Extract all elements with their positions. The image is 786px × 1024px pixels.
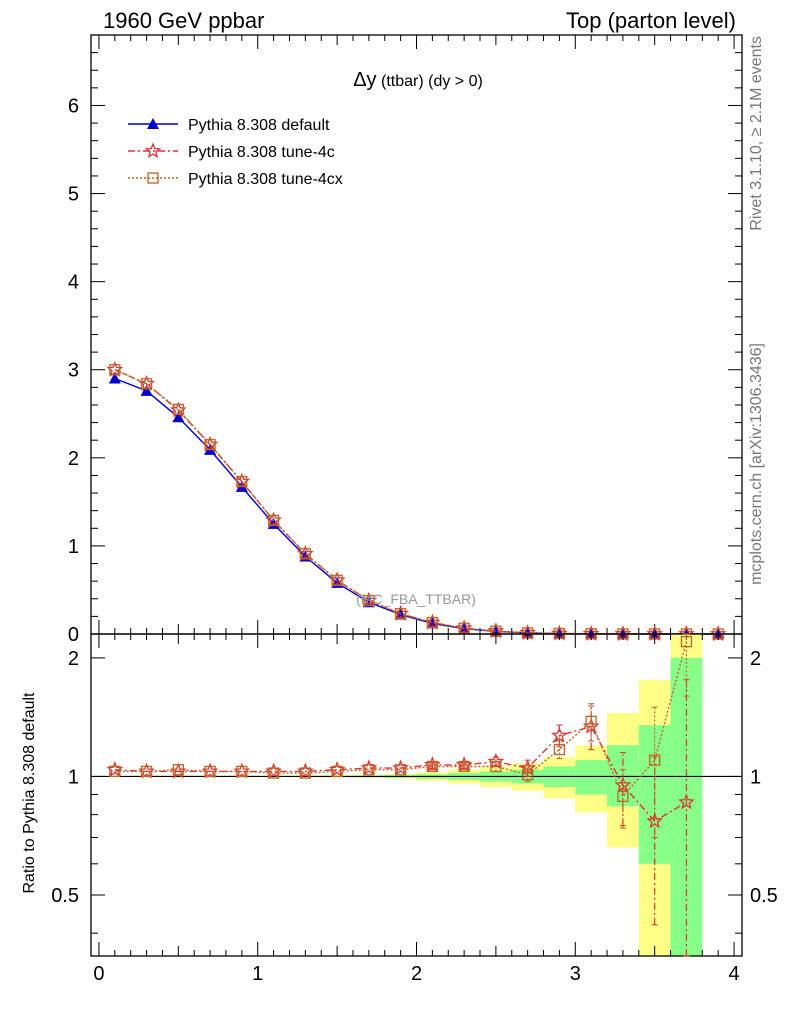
ratio-ytick-label-left: 0.5 (51, 885, 79, 907)
mcplots-label: mcplots.cern.ch [arXiv:1306.3436] (748, 343, 765, 585)
legend-label-0: Pythia 8.308 default (188, 117, 330, 134)
rivet-version-label: Rivet 3.1.10, ≥ 2.1M events (748, 36, 765, 231)
main-ytick-label: 4 (68, 272, 79, 294)
ratio-series-point-1 (363, 764, 375, 776)
legend-label-1: Pythia 8.308 tune-4c (188, 144, 335, 161)
ratio-series-point-0 (487, 752, 505, 769)
main-ytick-label: 0 (68, 624, 79, 646)
legend-marker-2 (147, 172, 159, 184)
main-series-point-0 (140, 384, 153, 396)
ratio-series-point-1 (140, 765, 153, 778)
ratio-series-point-1 (521, 769, 534, 781)
main-title-rest: (ttbar) (dy > 0) (377, 73, 483, 90)
ratio-series-line-0 (114, 725, 687, 823)
main-series-point-0 (172, 411, 185, 423)
ratio-series-point-1 (680, 635, 693, 648)
main-series-point-2 (458, 622, 470, 634)
ratio-series-point-1 (553, 743, 566, 756)
ratio-series-point-0 (551, 726, 568, 743)
main-series-point-2 (140, 378, 153, 390)
ratio-series-point-1 (617, 790, 629, 803)
ratio-ytick-label-right: 1 (750, 766, 761, 788)
x-tick-label: 4 (728, 963, 739, 985)
analysis-label: (MC_FBA_TTBAR) (356, 591, 476, 607)
main-series-point-0 (108, 372, 121, 384)
main-panel-title: Δy (ttbar) (dy > 0) (353, 69, 483, 91)
main-ytick-label: 6 (68, 95, 79, 117)
ratio-band-green (575, 760, 608, 795)
main-title-symbol: Δy (353, 69, 376, 91)
ratio-ylabel: Ratio to Pythia 8.308 default (21, 692, 38, 894)
main-series-point-2 (204, 438, 216, 451)
ratio-series-point-0 (678, 793, 695, 810)
main-series-point-2 (426, 616, 439, 629)
main-ytick-label: 1 (68, 536, 79, 558)
legend-marker-1 (144, 142, 162, 159)
ratio-series-point-1 (299, 767, 312, 779)
x-tick-label: 1 (252, 963, 263, 985)
ratio-band-green (670, 657, 703, 956)
ratio-series-point-1 (490, 760, 502, 773)
ratio-series-point-1 (236, 765, 248, 778)
ratio-series-point-1 (267, 767, 280, 779)
main-ytick-label: 3 (68, 360, 79, 382)
main-series-point-2 (331, 574, 343, 586)
x-tick-label: 3 (570, 963, 581, 985)
ratio-series-point-1 (394, 764, 407, 776)
x-tick-label: 0 (93, 963, 104, 985)
ratio-ytick-label-right: 2 (750, 648, 761, 670)
header-left-title: 1960 GeV ppbar (103, 8, 264, 33)
ratio-ytick-label-right: 0.5 (750, 885, 778, 907)
legend: Pythia 8.308 default Pythia 8.308 tune-4c… (128, 117, 343, 188)
ratio-series-point-0 (519, 759, 537, 776)
ratio-ytick-label-left: 2 (68, 648, 79, 670)
main-ytick-label: 5 (68, 184, 79, 206)
main-panel: 0 1 2 3 4 5 6 (68, 34, 743, 646)
ratio-series-point-1 (585, 715, 597, 728)
main-series-point-2 (363, 594, 375, 607)
main-series-point-2 (172, 403, 184, 416)
ratio-series-point-1 (331, 765, 343, 778)
main-series-point-2 (109, 364, 121, 376)
main-series-point-2 (394, 608, 407, 620)
ratio-series-line-1 (114, 641, 688, 798)
main-ytick-label: 2 (68, 448, 79, 470)
main-series-point-2 (267, 514, 280, 527)
main-series-point-2 (236, 475, 248, 488)
legend-marker-0 (147, 118, 159, 129)
ratio-series-point-1 (172, 764, 184, 776)
header-right-title: Top (parton level) (566, 8, 736, 33)
ratio-series-point-1 (109, 765, 121, 778)
ratio-panel: 0.5 0.5 1 1 2 2 0 1 2 3 4 (51, 633, 778, 985)
main-series-point-2 (299, 548, 312, 560)
x-tick-label: 2 (411, 963, 422, 985)
ratio-series-point-1 (204, 765, 216, 778)
ratio-ytick-label-left: 1 (68, 766, 79, 788)
ratio-series-point-1 (458, 760, 470, 773)
ratio-series-point-1 (649, 754, 661, 766)
legend-label-2: Pythia 8.308 tune-4cx (188, 171, 343, 188)
ratio-series-point-1 (426, 760, 439, 773)
